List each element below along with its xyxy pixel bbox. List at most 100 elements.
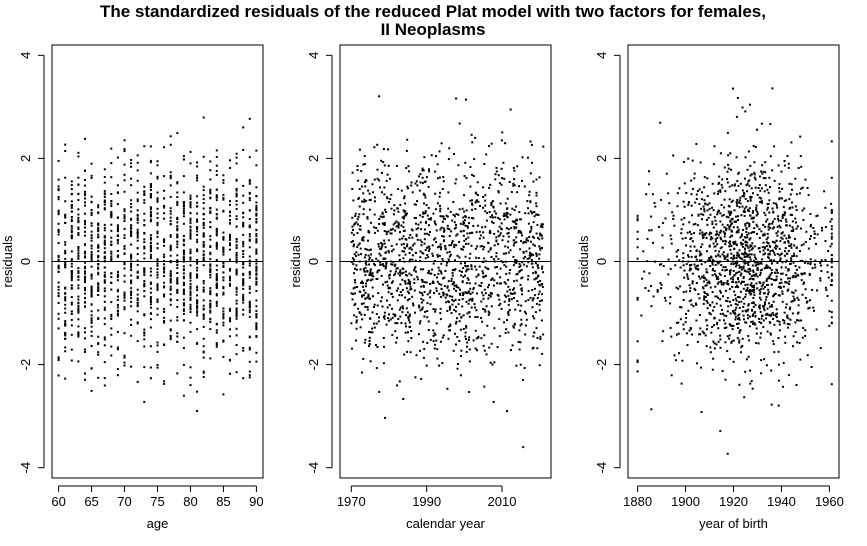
- data-point: [375, 322, 378, 325]
- data-point: [713, 342, 716, 345]
- data-point: [394, 330, 397, 333]
- data-point: [242, 280, 245, 283]
- data-point: [498, 298, 501, 301]
- data-point: [110, 214, 113, 217]
- data-point: [700, 263, 703, 266]
- data-point: [783, 254, 786, 257]
- data-point: [136, 239, 139, 242]
- data-point: [421, 306, 424, 309]
- data-point: [727, 283, 730, 286]
- data-point: [455, 289, 457, 292]
- data-point: [103, 255, 106, 258]
- data-point: [149, 218, 152, 221]
- data-point: [735, 272, 738, 275]
- data-point: [753, 274, 756, 277]
- data-point: [242, 194, 245, 197]
- data-point: [427, 320, 430, 323]
- data-point: [508, 309, 511, 311]
- data-point: [806, 187, 809, 189]
- data-point: [497, 174, 500, 177]
- data-point: [468, 257, 471, 260]
- data-point: [723, 198, 726, 201]
- data-point: [507, 313, 510, 316]
- data-point: [726, 335, 729, 338]
- data-point: [490, 279, 493, 281]
- data-point: [512, 264, 515, 267]
- data-point: [795, 268, 798, 271]
- data-point: [529, 255, 532, 258]
- data-point: [363, 155, 366, 158]
- data-point: [532, 253, 535, 256]
- data-point: [242, 255, 245, 258]
- data-point: [813, 309, 815, 312]
- data-point: [756, 266, 759, 269]
- data-point: [156, 341, 159, 344]
- data-point: [189, 273, 192, 276]
- data-point: [742, 210, 745, 213]
- data-point: [677, 321, 680, 324]
- data-point: [696, 362, 698, 365]
- data-point: [464, 274, 466, 277]
- data-point: [715, 274, 718, 277]
- data-point: [196, 328, 199, 331]
- data-point: [698, 314, 701, 316]
- data-point: [758, 228, 761, 231]
- data-point: [762, 319, 765, 322]
- data-point: [504, 331, 507, 334]
- data-point: [352, 228, 354, 231]
- data-point: [103, 308, 106, 311]
- data-point: [418, 322, 421, 325]
- data-point: [248, 348, 251, 351]
- data-point: [773, 323, 776, 326]
- data-point: [483, 288, 486, 291]
- data-point: [531, 212, 533, 215]
- data-point: [764, 267, 767, 270]
- data-point: [436, 163, 439, 166]
- data-point: [695, 250, 698, 252]
- data-point: [130, 162, 133, 165]
- data-point: [235, 334, 238, 337]
- data-point: [737, 172, 740, 175]
- data-point: [749, 258, 752, 261]
- data-point: [688, 329, 691, 332]
- data-point: [729, 273, 732, 276]
- data-point: [682, 161, 685, 163]
- y-tick-label: -2: [306, 359, 321, 371]
- data-point: [182, 363, 185, 366]
- data-point: [781, 290, 784, 293]
- data-point: [475, 268, 478, 271]
- data-point: [669, 267, 672, 270]
- data-point: [542, 145, 545, 148]
- data-point: [745, 321, 748, 324]
- data-point: [749, 269, 752, 272]
- data-point: [751, 216, 754, 219]
- data-point: [824, 240, 827, 242]
- data-point: [391, 280, 394, 283]
- data-point: [459, 328, 462, 331]
- data-point: [792, 295, 795, 298]
- data-point: [362, 282, 364, 285]
- data-point: [790, 183, 793, 186]
- data-point: [816, 233, 819, 236]
- data-point: [110, 318, 113, 320]
- data-point: [353, 286, 356, 289]
- data-point: [413, 278, 416, 281]
- data-point: [90, 289, 93, 292]
- data-point: [777, 379, 780, 382]
- data-point: [196, 410, 199, 412]
- data-point: [477, 257, 480, 259]
- data-point: [748, 339, 751, 342]
- data-point: [487, 297, 490, 300]
- data-point: [715, 302, 718, 305]
- data-point: [675, 255, 678, 258]
- data-point: [255, 164, 258, 167]
- data-point: [753, 289, 756, 291]
- data-point: [202, 337, 205, 340]
- data-point: [369, 297, 371, 300]
- data-point: [424, 257, 427, 260]
- data-point: [719, 289, 722, 292]
- data-point: [743, 207, 746, 210]
- data-point: [176, 233, 179, 236]
- data-point: [490, 305, 493, 308]
- data-point: [524, 310, 526, 313]
